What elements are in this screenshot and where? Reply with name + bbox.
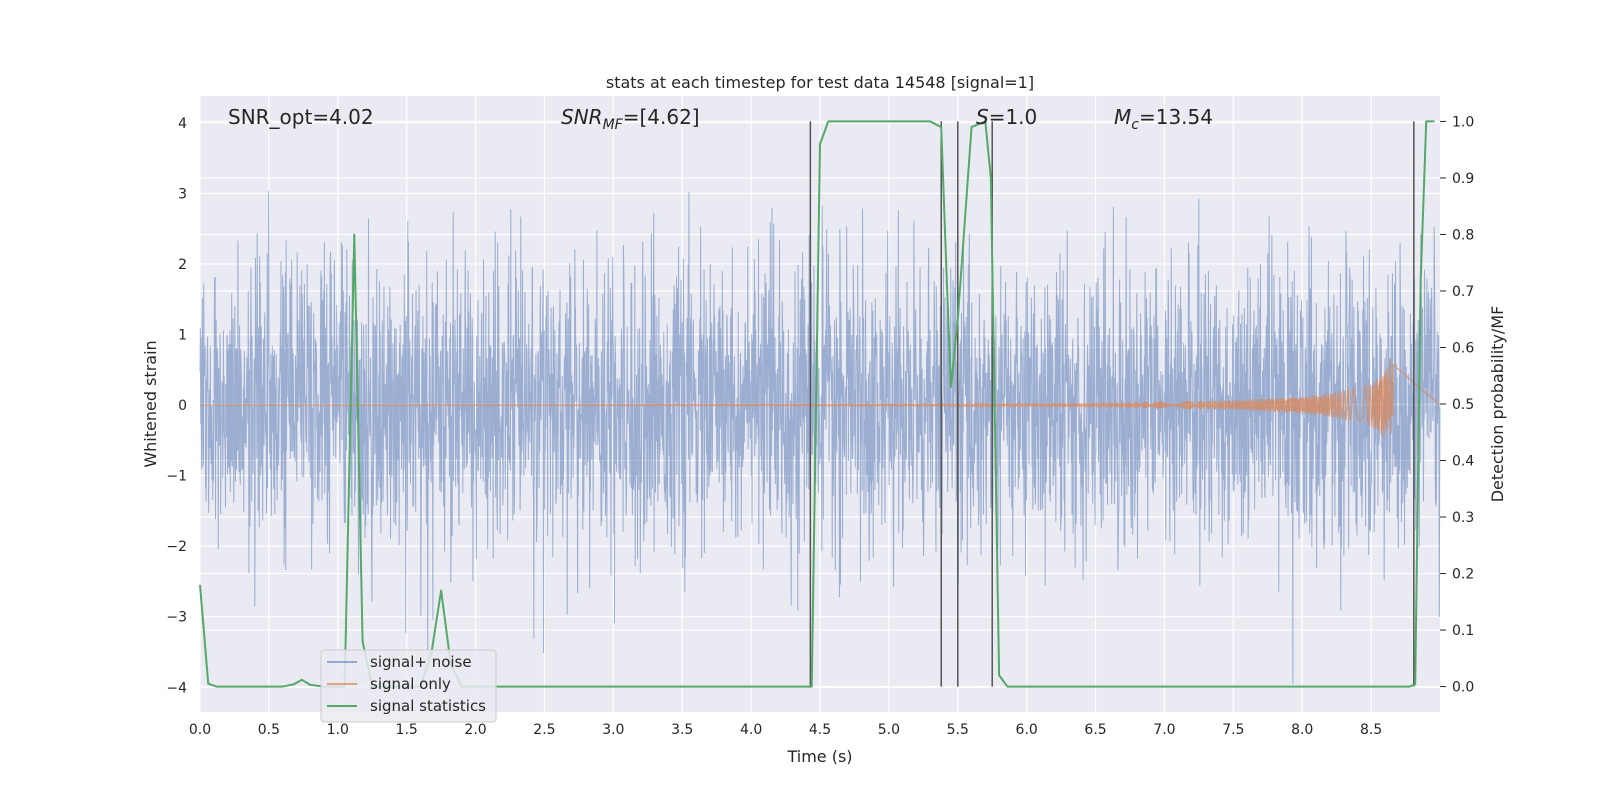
- y-right-tick-label: 0.5: [1452, 397, 1474, 413]
- x-tick-label: 0.0: [189, 722, 211, 738]
- x-tick-label: 3.5: [671, 722, 693, 738]
- annotation-mc-subscript: c: [1131, 117, 1139, 133]
- annotation-snr-mf-subscript: MF: [603, 117, 624, 133]
- series-signal-only: [200, 360, 1441, 438]
- legend-box: [320, 649, 497, 723]
- annotation-mc-symbol: M: [1114, 105, 1131, 129]
- x-tick-label: 0.5: [258, 722, 280, 738]
- x-tick-label: 1.5: [396, 722, 418, 738]
- y-right-tick-label: 0.6: [1452, 340, 1474, 356]
- annotation-mc: Mc=13.54: [1114, 105, 1213, 133]
- chart-title: stats at each timestep for test data 145…: [606, 73, 1034, 92]
- y-tick-label: 1: [178, 327, 187, 343]
- y-tick-label: 4: [178, 116, 187, 132]
- annotation-s-value: =1.0: [989, 105, 1038, 129]
- annotation-snr-mf-symbol: SNR: [561, 105, 603, 129]
- annotation-snr-mf-value: =[4.62]: [623, 105, 700, 129]
- y-right-tick-label: 0.0: [1452, 680, 1474, 696]
- x-tick-label: 7.0: [1153, 722, 1175, 738]
- x-tick-label: 6.5: [1084, 722, 1106, 738]
- y-right-tick-label: 0.3: [1452, 510, 1474, 526]
- x-tick-label: 4.5: [809, 722, 831, 738]
- x-tick-label: 3.0: [602, 722, 624, 738]
- legend-label-signal-only: signal only: [370, 675, 451, 693]
- y-tick-label: 0: [178, 398, 187, 414]
- y-right-tick-label: 0.7: [1452, 284, 1474, 300]
- annotation-s: S=1.0: [976, 105, 1037, 129]
- x-tick-labels: 0.0 0.5 1.0 1.5 2.0 2.5 3.0 3.5 4.0 4.5 5.0 5.5 6.0 6…: [189, 722, 1382, 738]
- x-tick-label: 5.5: [947, 722, 969, 738]
- signal-only-line: [200, 360, 1441, 438]
- x-tick-label: 2.5: [533, 722, 555, 738]
- y-tick-label: 3: [178, 186, 187, 202]
- y-right-tick-label: 0.1: [1452, 623, 1474, 639]
- y-right-tick-label: 0.2: [1452, 567, 1474, 583]
- annotation-snr-opt: SNR_opt=4.02: [228, 105, 374, 129]
- y-tick-label: −4: [166, 680, 187, 696]
- x-tick-label: 2.0: [464, 722, 486, 738]
- x-axis-label: Time (s): [786, 747, 852, 766]
- x-tick-label: 1.0: [327, 722, 349, 738]
- y-axis-label-right: Detection probability/MF: [1488, 306, 1507, 503]
- y-axis-label: Whitened strain: [141, 340, 160, 467]
- x-tick-label: 5.0: [878, 722, 900, 738]
- x-tick-label: 6.0: [1016, 722, 1038, 738]
- y-tick-labels: 4 3 2 1 0 −1 −2 −3 −4: [166, 116, 187, 696]
- y-right-tick-labels: 1.0 0.9 0.8 0.7 0.6 0.5 0.4 0.3 0.2 0.1 0.0: [1440, 114, 1474, 696]
- x-tick-label: 4.0: [740, 722, 762, 738]
- annotation-mc-value: =13.54: [1139, 105, 1213, 129]
- legend: signal+ noise signal only signal statist…: [320, 649, 497, 723]
- y-right-tick-label: 0.9: [1452, 171, 1474, 187]
- y-right-tick-label: 1.0: [1452, 114, 1474, 130]
- y-tick-label: −1: [166, 469, 187, 485]
- y-tick-label: 2: [178, 257, 187, 273]
- legend-label-signal-noise: signal+ noise: [370, 653, 472, 671]
- y-right-tick-label: 0.4: [1452, 454, 1474, 470]
- annotation-snr-mf: SNRMF=[4.62]: [561, 105, 700, 133]
- x-tick-label: 7.5: [1222, 722, 1244, 738]
- legend-label-signal-statistics: signal statistics: [370, 697, 486, 715]
- x-tick-label: 8.0: [1291, 722, 1313, 738]
- y-right-tick-label: 0.8: [1452, 227, 1474, 243]
- y-tick-label: −3: [166, 610, 187, 626]
- annotation-s-symbol: S: [976, 105, 989, 129]
- y-tick-label: −2: [166, 539, 187, 555]
- x-tick-label: 8.5: [1360, 722, 1382, 738]
